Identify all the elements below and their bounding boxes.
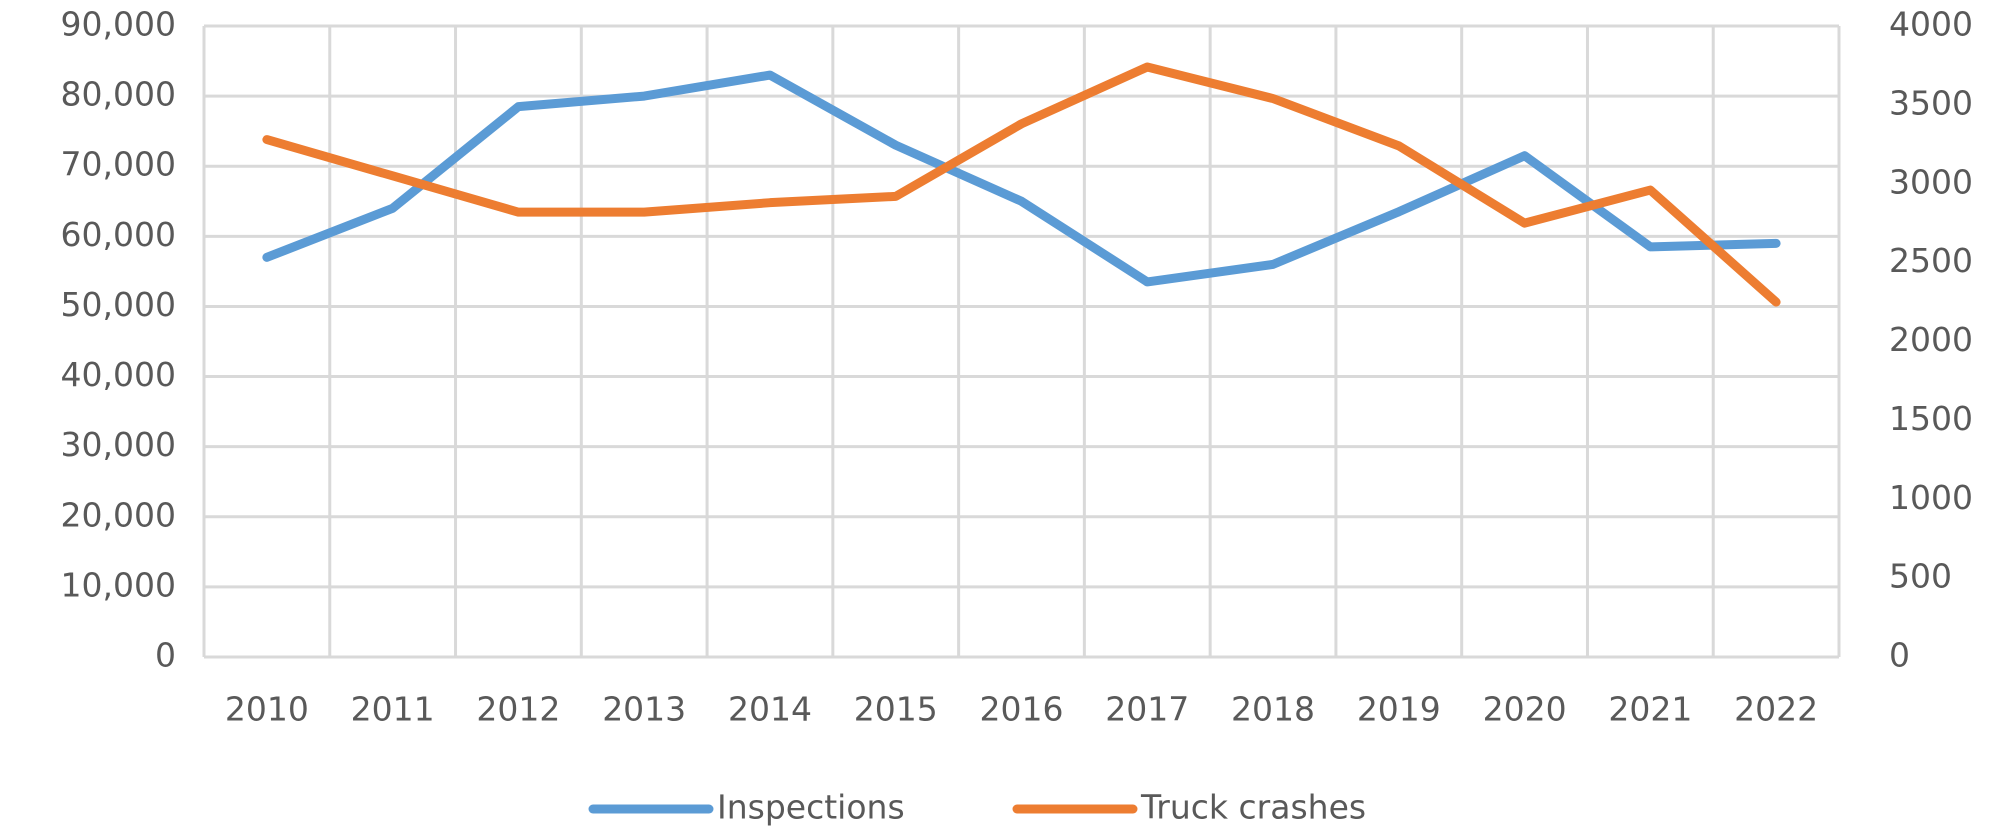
x-tick-label: 2010 (225, 690, 309, 729)
x-tick-label: 2013 (602, 690, 686, 729)
y2-tick-label: 1500 (1889, 399, 1973, 438)
x-tick-label: 2020 (1483, 690, 1567, 729)
y2-tick-label: 2500 (1889, 241, 1973, 280)
y-tick-label: 10,000 (61, 565, 176, 604)
x-tick-label: 2021 (1608, 690, 1692, 729)
y-tick-label: 40,000 (61, 355, 176, 394)
y-tick-label: 90,000 (61, 5, 176, 44)
legend-label: Truck crashes (1140, 788, 1366, 827)
x-tick-label: 2022 (1734, 690, 1818, 729)
x-tick-label: 2014 (728, 690, 812, 729)
x-tick-label: 2017 (1105, 690, 1189, 729)
x-tick-label: 2019 (1357, 690, 1441, 729)
y-tick-label: 60,000 (61, 215, 176, 254)
y-tick-label: 50,000 (61, 285, 176, 324)
x-tick-label: 2012 (476, 690, 560, 729)
y-tick-label: 0 (155, 636, 176, 675)
x-tick-label: 2016 (980, 690, 1064, 729)
y-tick-label: 20,000 (61, 495, 176, 534)
y2-tick-label: 1000 (1889, 478, 1973, 517)
series-line (262, 70, 1781, 287)
y2-tick-label: 3500 (1889, 83, 1973, 122)
x-tick-label: 2011 (351, 690, 435, 729)
y2-tick-label: 2000 (1889, 320, 1973, 359)
y-tick-label: 70,000 (61, 145, 176, 184)
y2-tick-label: 0 (1889, 636, 1910, 675)
y2-tick-label: 3000 (1889, 162, 1973, 201)
x-tick-label: 2015 (854, 690, 938, 729)
y2-tick-label: 500 (1889, 557, 1952, 596)
y-tick-label: 80,000 (61, 75, 176, 114)
legend-label: Inspections (717, 788, 905, 827)
x-tick-label: 2018 (1231, 690, 1315, 729)
y-tick-label: 30,000 (61, 425, 176, 464)
series-line (262, 62, 1781, 307)
y2-tick-label: 4000 (1889, 5, 1973, 44)
